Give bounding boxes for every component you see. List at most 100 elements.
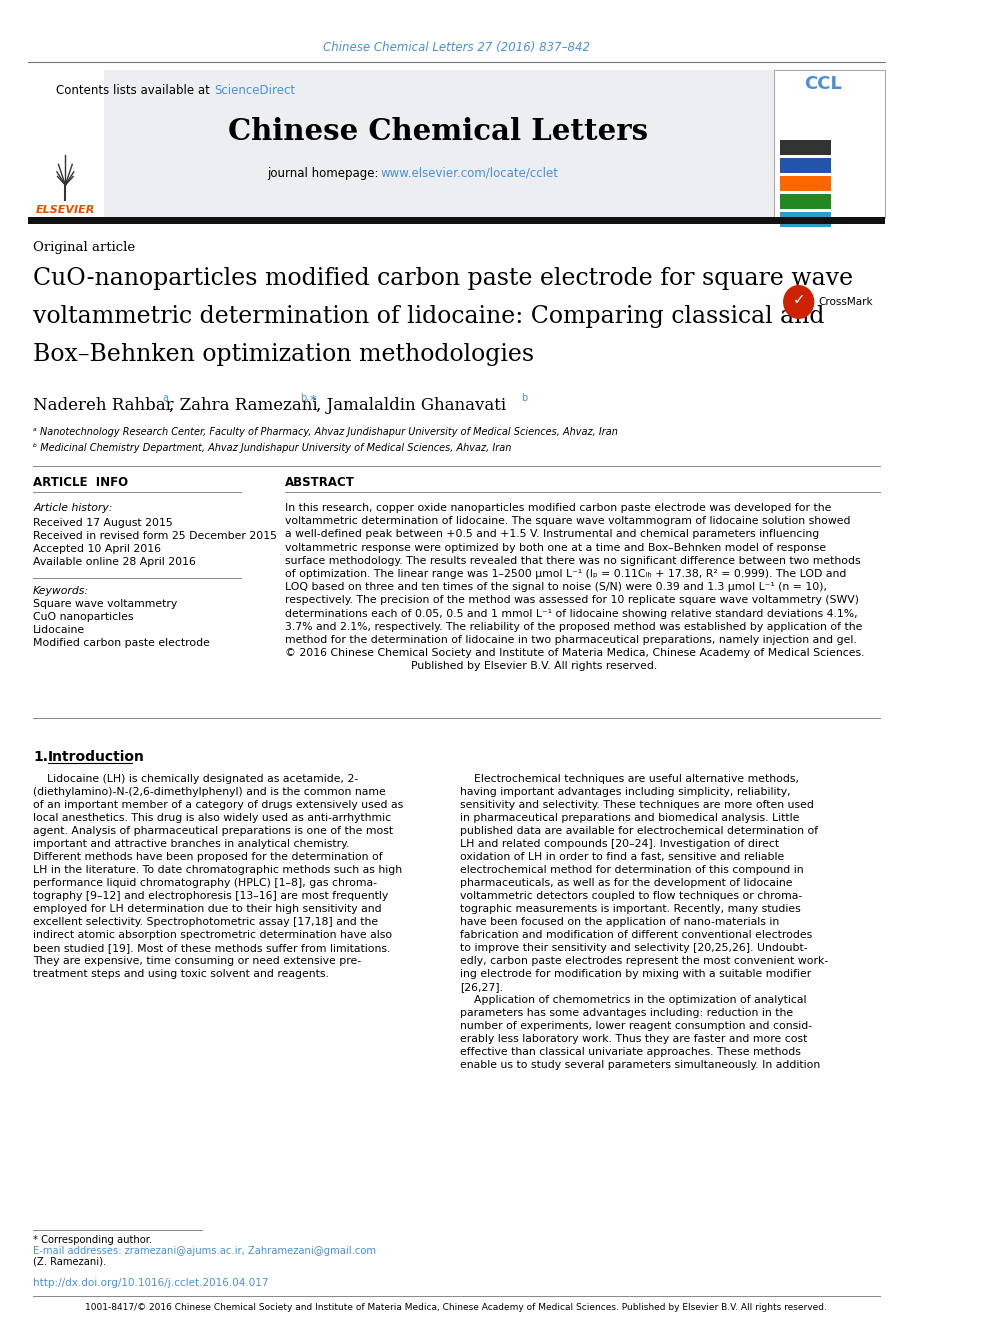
Text: LH in the literature. To date chromatographic methods such as high: LH in the literature. To date chromatogr…	[33, 865, 402, 875]
Text: in pharmaceutical preparations and biomedical analysis. Little: in pharmaceutical preparations and biome…	[460, 814, 800, 823]
Text: oxidation of LH in order to find a fast, sensitive and reliable: oxidation of LH in order to find a fast,…	[460, 852, 785, 863]
Text: Lidocaine (LH) is chemically designated as acetamide, 2-: Lidocaine (LH) is chemically designated …	[33, 774, 358, 785]
Text: treatment steps and using toxic solvent and reagents.: treatment steps and using toxic solvent …	[33, 968, 329, 979]
Bar	[781, 157, 831, 173]
Text: , Jamalaldin Ghanavati: , Jamalaldin Ghanavati	[315, 397, 506, 414]
Text: ABSTRACT: ABSTRACT	[286, 476, 355, 490]
Text: Electrochemical techniques are useful alternative methods,: Electrochemical techniques are useful al…	[460, 774, 800, 785]
Text: Nadereh Rahbar: Nadereh Rahbar	[33, 397, 174, 414]
Text: fabrication and modification of different conventional electrodes: fabrication and modification of differen…	[460, 930, 812, 941]
Text: method for the determination of lidocaine in two pharmaceutical preparations, na: method for the determination of lidocain…	[286, 635, 857, 646]
Text: Box–Behnken optimization methodologies: Box–Behnken optimization methodologies	[33, 343, 535, 365]
Text: ᵃ Nanotechnology Research Center, Faculty of Pharmacy, Ahvaz Jundishapur Univers: ᵃ Nanotechnology Research Center, Facult…	[33, 427, 618, 437]
Text: voltammetric determination of lidocaine: Comparing classical and: voltammetric determination of lidocaine:…	[33, 304, 824, 328]
Bar	[781, 176, 831, 191]
Text: CCL: CCL	[805, 75, 842, 93]
Text: employed for LH determination due to their high sensitivity and: employed for LH determination due to the…	[33, 904, 382, 914]
Text: effective than classical univariate approaches. These methods: effective than classical univariate appr…	[460, 1046, 801, 1057]
Text: determinations each of 0.05, 0.5 and 1 mmol L⁻¹ of lidocaine showing relative st: determinations each of 0.05, 0.5 and 1 m…	[286, 609, 858, 619]
Text: important and attractive branches in analytical chemistry.: important and attractive branches in ana…	[33, 839, 349, 849]
Text: Chinese Chemical Letters 27 (2016) 837–842: Chinese Chemical Letters 27 (2016) 837–8…	[322, 41, 590, 54]
Text: performance liquid chromatography (HPLC) [1–8], gas chroma-: performance liquid chromatography (HPLC)…	[33, 878, 377, 888]
Text: number of experiments, lower reagent consumption and consid-: number of experiments, lower reagent con…	[460, 1021, 812, 1031]
Text: ELSEVIER: ELSEVIER	[36, 205, 95, 216]
Text: ScienceDirect: ScienceDirect	[214, 83, 296, 97]
Text: ing electrode for modification by mixing with a suitable modifier: ing electrode for modification by mixing…	[460, 968, 811, 979]
Text: (diethylamino)-N-(2,6-dimethylphenyl) and is the common name: (diethylamino)-N-(2,6-dimethylphenyl) an…	[33, 787, 386, 796]
Text: ᵇ Medicinal Chemistry Department, Ahvaz Jundishapur University of Medical Scienc: ᵇ Medicinal Chemistry Department, Ahvaz …	[33, 443, 512, 452]
Text: Published by Elsevier B.V. All rights reserved.: Published by Elsevier B.V. All rights re…	[286, 662, 658, 671]
Text: In this research, copper oxide nanoparticles modified carbon paste electrode was: In this research, copper oxide nanoparti…	[286, 503, 831, 513]
Text: having important advantages including simplicity, reliability,: having important advantages including si…	[460, 787, 791, 796]
Text: voltammetric detectors coupled to flow techniques or chroma-: voltammetric detectors coupled to flow t…	[460, 890, 803, 901]
Text: surface methodology. The results revealed that there was no significant differen: surface methodology. The results reveale…	[286, 556, 861, 566]
Text: tography [9–12] and electrophoresis [13–16] are most frequently: tography [9–12] and electrophoresis [13–…	[33, 890, 389, 901]
Text: Lidocaine: Lidocaine	[33, 624, 85, 635]
Text: They are expensive, time consuming or need extensive pre-: They are expensive, time consuming or ne…	[33, 957, 361, 966]
Text: (Z. Ramezani).: (Z. Ramezani).	[33, 1257, 106, 1267]
Text: enable us to study several parameters simultaneously. In addition: enable us to study several parameters si…	[460, 1060, 820, 1070]
Text: excellent selectivity. Spectrophotometric assay [17,18] and the: excellent selectivity. Spectrophotometri…	[33, 917, 378, 927]
Text: pharmaceuticals, as well as for the development of lidocaine: pharmaceuticals, as well as for the deve…	[460, 878, 793, 888]
Text: voltammetric determination of lidocaine. The square wave voltammogram of lidocai: voltammetric determination of lidocaine.…	[286, 516, 851, 527]
Text: voltammetric response were optimized by both one at a time and Box–Behnken model: voltammetric response were optimized by …	[286, 542, 826, 553]
Text: erably less laboratory work. Thus they are faster and more cost: erably less laboratory work. Thus they a…	[460, 1035, 807, 1044]
Text: E-mail addresses: zramezani@ajums.ac.ir, Zahramezani@gmail.com: E-mail addresses: zramezani@ajums.ac.ir,…	[33, 1246, 376, 1256]
Text: parameters has some advantages including: reduction in the: parameters has some advantages including…	[460, 1008, 794, 1017]
Text: Chinese Chemical Letters: Chinese Chemical Letters	[228, 118, 648, 147]
Text: Accepted 10 April 2016: Accepted 10 April 2016	[33, 544, 161, 554]
Text: local anesthetics. This drug is also widely used as anti-arrhythmic: local anesthetics. This drug is also wid…	[33, 814, 391, 823]
Text: 1.: 1.	[33, 750, 49, 763]
Text: a well-defined peak between +0.5 and +1.5 V. Instrumental and chemical parameter: a well-defined peak between +0.5 and +1.…	[286, 529, 819, 540]
Text: CuO nanoparticles: CuO nanoparticles	[33, 613, 134, 622]
Text: b: b	[521, 393, 527, 404]
Text: Received in revised form 25 December 2015: Received in revised form 25 December 201…	[33, 531, 277, 541]
Bar	[104, 70, 774, 218]
Text: respectively. The precision of the method was assessed for 10 replicate square w: respectively. The precision of the metho…	[286, 595, 859, 606]
Bar	[781, 212, 831, 228]
Text: [26,27].: [26,27].	[460, 982, 503, 992]
Text: agent. Analysis of pharmaceutical preparations is one of the most: agent. Analysis of pharmaceutical prepar…	[33, 826, 393, 836]
Text: a: a	[162, 393, 168, 404]
Text: 1001-8417/© 2016 Chinese Chemical Society and Institute of Materia Medica, Chine: 1001-8417/© 2016 Chinese Chemical Societ…	[85, 1303, 827, 1312]
Text: Original article: Original article	[33, 242, 135, 254]
Text: journal homepage:: journal homepage:	[267, 167, 382, 180]
Text: Modified carbon paste electrode: Modified carbon paste electrode	[33, 638, 210, 648]
Bar	[781, 194, 831, 209]
Text: Available online 28 April 2016: Available online 28 April 2016	[33, 557, 196, 568]
Text: LH and related compounds [20–24]. Investigation of direct: LH and related compounds [20–24]. Invest…	[460, 839, 779, 849]
Text: have been focused on the application of nano-materials in: have been focused on the application of …	[460, 917, 780, 927]
Text: ARTICLE  INFO: ARTICLE INFO	[33, 476, 128, 490]
Text: Application of chemometrics in the optimization of analytical: Application of chemometrics in the optim…	[460, 995, 806, 1005]
Text: Different methods have been proposed for the determination of: Different methods have been proposed for…	[33, 852, 383, 863]
Text: b,∗: b,∗	[300, 393, 317, 404]
Text: edly, carbon paste electrodes represent the most convenient work-: edly, carbon paste electrodes represent …	[460, 957, 828, 966]
Text: electrochemical method for determination of this compound in: electrochemical method for determination…	[460, 865, 804, 875]
Text: sensitivity and selectivity. These techniques are more often used: sensitivity and selectivity. These techn…	[460, 800, 814, 810]
Text: Contents lists available at: Contents lists available at	[56, 83, 213, 97]
Text: published data are available for electrochemical determination of: published data are available for electro…	[460, 826, 818, 836]
Bar	[28, 217, 885, 224]
Text: LOQ based on three and ten times of the signal to noise (S/N) were 0.39 and 1.3 : LOQ based on three and ten times of the …	[286, 582, 827, 593]
Text: been studied [19]. Most of these methods suffer from limitations.: been studied [19]. Most of these methods…	[33, 943, 391, 953]
Text: Article history:: Article history:	[33, 503, 112, 513]
Text: Keywords:: Keywords:	[33, 586, 89, 595]
Text: http://dx.doi.org/10.1016/j.cclet.2016.04.017: http://dx.doi.org/10.1016/j.cclet.2016.0…	[33, 1278, 269, 1289]
Text: www.elsevier.com/locate/cclet: www.elsevier.com/locate/cclet	[380, 167, 558, 180]
Text: 3.7% and 2.1%, respectively. The reliability of the proposed method was establis: 3.7% and 2.1%, respectively. The reliabi…	[286, 622, 863, 632]
Bar	[781, 140, 831, 155]
Text: Received 17 August 2015: Received 17 August 2015	[33, 519, 173, 528]
Text: CuO-nanoparticles modified carbon paste electrode for square wave: CuO-nanoparticles modified carbon paste …	[33, 266, 853, 290]
Text: * Corresponding author.: * Corresponding author.	[33, 1234, 153, 1245]
Bar	[28, 70, 104, 218]
Text: indirect atomic absorption spectrometric determination have also: indirect atomic absorption spectrometric…	[33, 930, 392, 941]
Bar	[774, 70, 885, 218]
Circle shape	[783, 284, 814, 319]
Text: of an important member of a category of drugs extensively used as: of an important member of a category of …	[33, 800, 404, 810]
Text: , Zahra Ramezani: , Zahra Ramezani	[170, 397, 317, 414]
Text: Square wave voltammetry: Square wave voltammetry	[33, 599, 178, 609]
Text: tographic measurements is important. Recently, many studies: tographic measurements is important. Rec…	[460, 904, 801, 914]
Text: to improve their sensitivity and selectivity [20,25,26]. Undoubt-: to improve their sensitivity and selecti…	[460, 943, 807, 953]
Text: of optimization. The linear range was 1–2500 μmol L⁻¹ (Iₚ = 0.11Cₗₕ + 17.38, R² : of optimization. The linear range was 1–…	[286, 569, 846, 579]
Text: Introduction: Introduction	[48, 750, 145, 763]
